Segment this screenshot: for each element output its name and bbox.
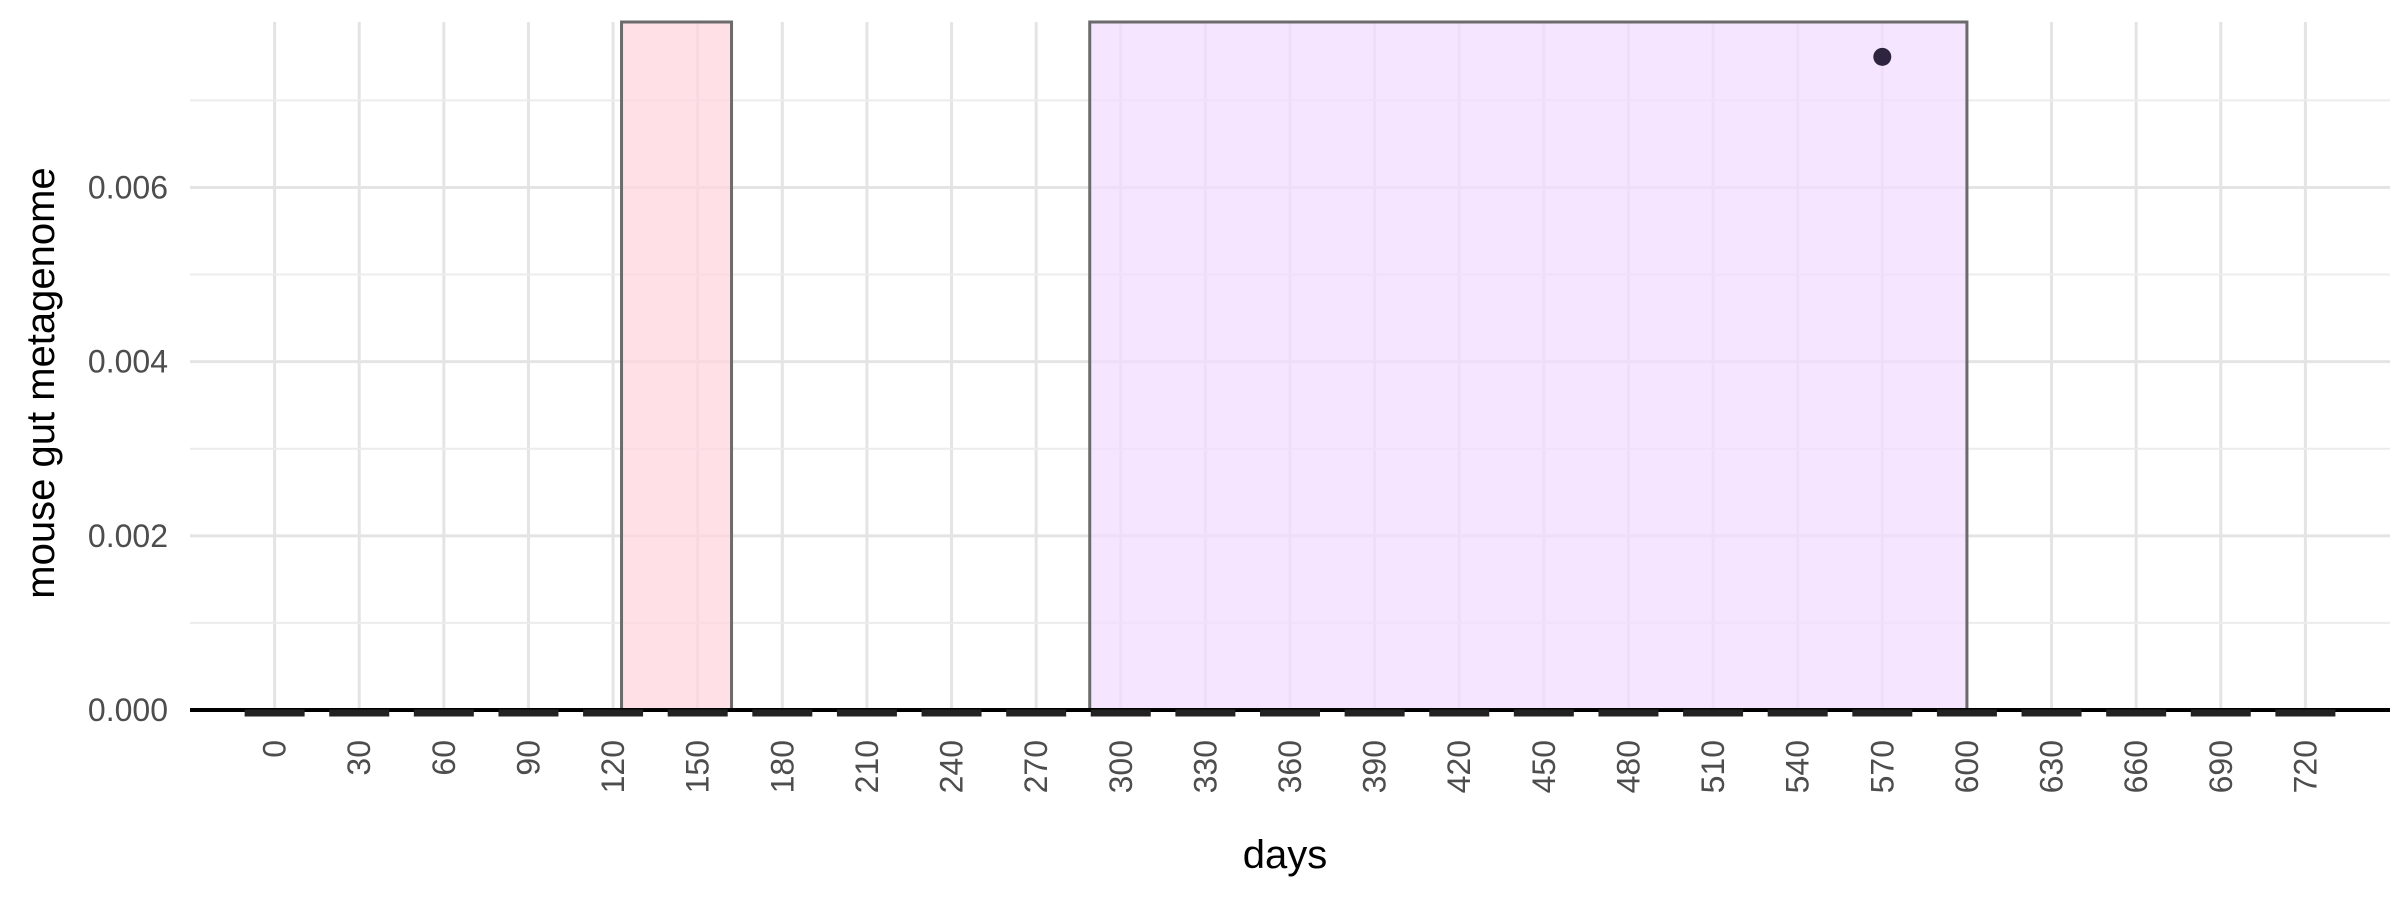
x-tick-label: 180 bbox=[764, 740, 800, 793]
x-tick-label: 510 bbox=[1695, 740, 1731, 793]
x-axis-title: days bbox=[1243, 833, 1328, 877]
y-tick-label: 0.002 bbox=[88, 518, 168, 554]
shaded-period bbox=[620, 20, 734, 712]
x-tick-label: 30 bbox=[341, 740, 377, 776]
x-tick-label: 270 bbox=[1018, 740, 1054, 793]
x-tick-label: 360 bbox=[1272, 740, 1308, 793]
x-tick-label: 240 bbox=[934, 740, 970, 793]
x-tick-label: 630 bbox=[2034, 740, 2070, 793]
y-tick-label: 0.004 bbox=[88, 344, 168, 380]
x-tick-label: 60 bbox=[426, 740, 462, 776]
shaded-periods bbox=[620, 20, 1969, 712]
x-tick-label: 600 bbox=[1949, 740, 1985, 793]
x-tick-label: 0 bbox=[257, 740, 293, 758]
y-tick-label: 0.006 bbox=[88, 169, 168, 205]
data-point bbox=[1873, 47, 1892, 66]
x-tick-label: 420 bbox=[1441, 740, 1477, 793]
x-tick-label: 570 bbox=[1864, 740, 1900, 793]
x-tick-label: 480 bbox=[1610, 740, 1646, 793]
y-axis-title: mouse gut metagenome bbox=[19, 167, 63, 598]
x-tick-label: 90 bbox=[510, 740, 546, 776]
x-tick-label: 150 bbox=[680, 740, 716, 793]
x-tick-label: 120 bbox=[595, 740, 631, 793]
x-tick-label: 330 bbox=[1187, 740, 1223, 793]
x-tick-label: 450 bbox=[1526, 740, 1562, 793]
x-tick-label: 540 bbox=[1780, 740, 1816, 793]
x-tick-label: 210 bbox=[849, 740, 885, 793]
x-tick-label: 300 bbox=[1103, 740, 1139, 793]
y-tick-labels: 0.000 0.002 0.004 0.006 bbox=[88, 169, 168, 728]
x-tick-label: 720 bbox=[2287, 740, 2323, 793]
shaded-period bbox=[1088, 20, 1969, 712]
data-points bbox=[1873, 47, 1892, 66]
y-tick-label: 0.000 bbox=[88, 692, 168, 728]
x-tick-label: 390 bbox=[1357, 740, 1393, 793]
baseline bbox=[190, 708, 2390, 717]
x-tick-labels: 0 30 60 90 120 150 180 210 240 270 300 330 360 390 420… bbox=[257, 740, 2324, 793]
x-tick-label: 690 bbox=[2203, 740, 2239, 793]
x-tick-label: 660 bbox=[2118, 740, 2154, 793]
